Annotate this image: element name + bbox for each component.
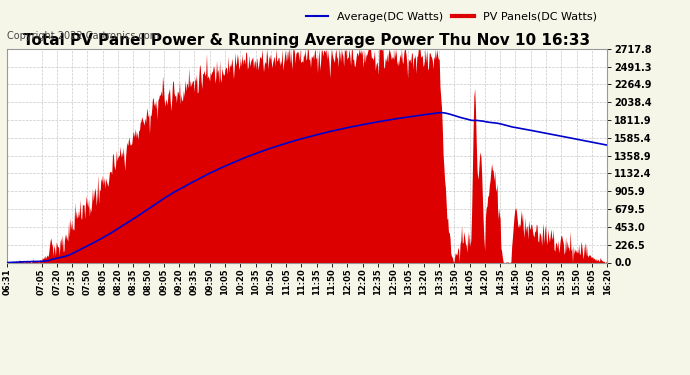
Legend: Average(DC Watts), PV Panels(DC Watts): Average(DC Watts), PV Panels(DC Watts) (302, 7, 602, 26)
Title: Total PV Panel Power & Running Average Power Thu Nov 10 16:33: Total PV Panel Power & Running Average P… (23, 33, 591, 48)
Text: Copyright 2022 Cartronics.com: Copyright 2022 Cartronics.com (7, 32, 159, 41)
